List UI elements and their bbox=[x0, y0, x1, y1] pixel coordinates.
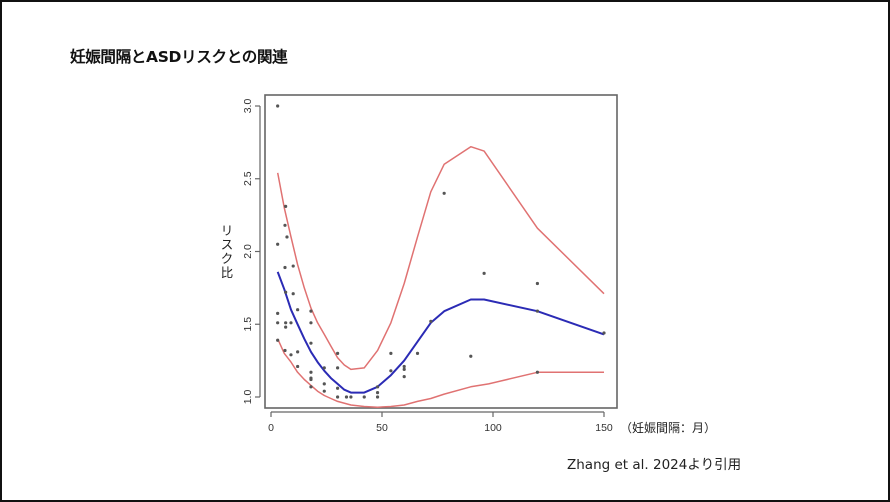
data-point bbox=[429, 319, 433, 323]
data-point bbox=[362, 395, 366, 399]
plot-frame bbox=[264, 94, 618, 409]
data-point bbox=[375, 395, 380, 399]
confidence-band-line bbox=[277, 338, 604, 408]
data-point bbox=[284, 321, 288, 325]
data-point bbox=[375, 391, 380, 395]
citation: Zhang et al. 2024より引用 bbox=[567, 457, 742, 473]
y-tick-label: 2.5 bbox=[242, 171, 254, 186]
data-point bbox=[402, 375, 406, 379]
estimate-line bbox=[276, 271, 605, 394]
data-point bbox=[285, 235, 289, 239]
confidence-band-line bbox=[276, 145, 605, 371]
data-point bbox=[336, 386, 340, 390]
y-tick-label: 1.5 bbox=[242, 317, 254, 332]
data-point bbox=[442, 191, 446, 195]
y-axis-label-char: ス bbox=[220, 237, 234, 252]
data-point bbox=[322, 389, 326, 393]
data-point bbox=[375, 385, 380, 389]
data-point bbox=[283, 223, 287, 227]
x-axis-label: （妊娠間隔：月） bbox=[620, 421, 717, 435]
y-axis-label-char: リ bbox=[220, 223, 234, 238]
data-point bbox=[291, 264, 295, 268]
data-point bbox=[309, 370, 313, 374]
data-point bbox=[322, 366, 326, 370]
data-point bbox=[296, 308, 300, 312]
data-point bbox=[276, 338, 280, 342]
data-point bbox=[309, 341, 313, 345]
x-tick-label: 150 bbox=[595, 422, 613, 434]
y-axis: 1.0 1.5 2.0 2.5 3.0 bbox=[242, 99, 261, 405]
data-point bbox=[336, 366, 340, 370]
data-point bbox=[535, 370, 540, 374]
y-axis-label: リスク比 bbox=[219, 224, 235, 280]
data-point bbox=[283, 348, 287, 353]
data-point bbox=[389, 351, 393, 355]
data-point bbox=[344, 395, 349, 399]
data-point bbox=[289, 321, 293, 325]
x-tick-label: 0 bbox=[268, 422, 274, 434]
data-point bbox=[535, 309, 540, 313]
y-tick-label: 3.0 bbox=[242, 99, 254, 114]
data-point bbox=[309, 385, 313, 389]
data-point bbox=[535, 281, 540, 286]
data-point bbox=[276, 242, 280, 246]
plot-series bbox=[276, 104, 606, 408]
data-point bbox=[309, 377, 313, 382]
data-point bbox=[276, 311, 280, 315]
data-point bbox=[309, 309, 313, 313]
data-point bbox=[349, 395, 353, 399]
data-point bbox=[296, 364, 300, 369]
data-point bbox=[284, 204, 288, 208]
data-point bbox=[309, 321, 313, 325]
data-point bbox=[276, 104, 280, 108]
data-point bbox=[284, 290, 288, 294]
data-point bbox=[402, 367, 406, 371]
data-point bbox=[291, 292, 295, 296]
data-point bbox=[284, 325, 288, 329]
data-point bbox=[283, 265, 287, 270]
data-point bbox=[276, 321, 280, 325]
data-point bbox=[289, 353, 293, 357]
y-tick-label: 1.0 bbox=[242, 390, 254, 405]
y-axis-label-char: 比 bbox=[220, 265, 234, 280]
data-point bbox=[336, 351, 340, 355]
x-tick-label: 100 bbox=[484, 422, 502, 434]
data-point bbox=[415, 351, 420, 355]
data-point bbox=[296, 350, 300, 354]
y-tick-label: 2.0 bbox=[242, 244, 254, 259]
data-point bbox=[469, 354, 473, 358]
data-point bbox=[336, 395, 340, 399]
y-axis-label-char: ク bbox=[220, 251, 234, 266]
slide-title: 妊娠間隔とASDリスクとの関連 bbox=[70, 48, 288, 66]
x-axis: 0 50 100 150 bbox=[268, 411, 613, 434]
data-point bbox=[482, 271, 486, 275]
x-tick-label: 50 bbox=[376, 422, 388, 434]
data-point bbox=[602, 331, 606, 335]
data-point bbox=[322, 382, 326, 386]
data-point bbox=[389, 369, 393, 373]
data-point bbox=[402, 364, 406, 369]
